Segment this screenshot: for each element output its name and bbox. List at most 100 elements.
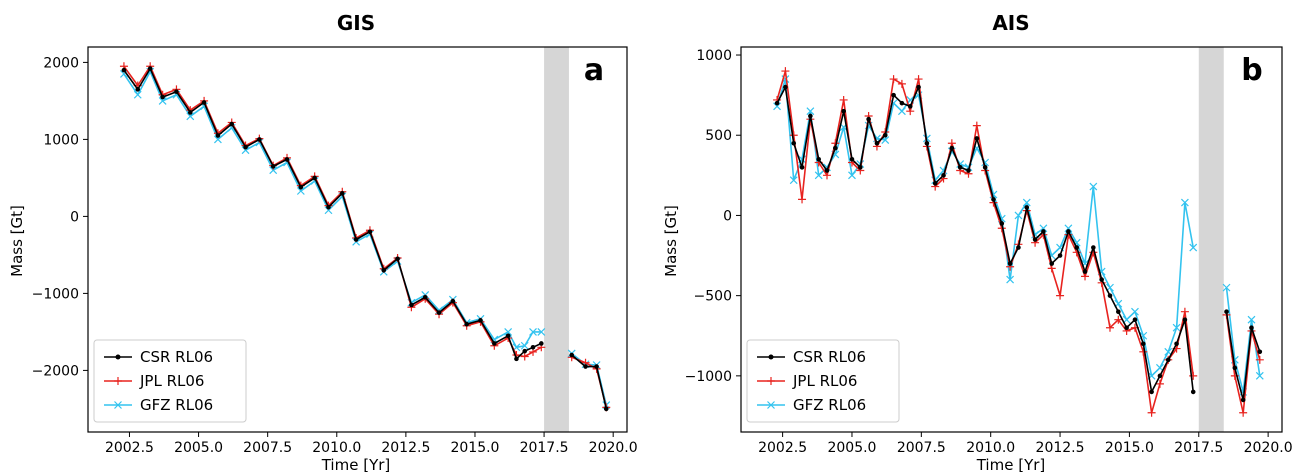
ais-csr-rl06-point [1074, 245, 1079, 250]
ais-csr-rl06-point [1174, 341, 1179, 347]
ais-csr-rl06-point [783, 84, 788, 90]
gis-csr-rl06-point [530, 345, 536, 350]
ais-gfz-rl06-point [1072, 238, 1081, 247]
ais-csr-rl06-point [1057, 253, 1063, 258]
ais-csr-rl06-point [874, 140, 880, 146]
ais-y-tick-label: 0 [723, 208, 732, 224]
ais-x-ticks: 2002.5 2005.0 2007.5 2010.0 2012.5 2015.0 2017… [758, 432, 1293, 456]
ais-chart-panel: AIS 2002.5 2005.0 2007.5 2010.0 2012.5 2015.0… [662, 11, 1293, 474]
ais-jpl-rl06-point [789, 131, 798, 140]
ais-csr-rl06-point [932, 181, 938, 186]
ais-y-ticks: −1000 −500 0 500 1000 [685, 48, 741, 385]
ais-csr-rl06-point [1240, 397, 1246, 403]
ais-csr-rl06-point [1024, 205, 1030, 210]
gis-y-tick-label: 1000 [43, 132, 79, 148]
ais-gfz-rl06-point [1039, 224, 1048, 233]
ais-csr-rl06-point [1124, 325, 1129, 331]
gis-csr-rl06-point [284, 157, 290, 162]
ais-jpl-rl06-point [798, 195, 807, 204]
ais-jpl-rl06-point [914, 75, 923, 84]
gis-csr-rl06-point [569, 352, 575, 358]
ais-csr-rl06-point [991, 197, 996, 202]
gis-x-tick-label: 2012.5 [381, 440, 430, 456]
ais-gfz-rl06-point [1189, 243, 1198, 252]
gis-legend-label-jpl-rl06: JPL RL06 [139, 372, 204, 390]
ais-gfz-rl06-point [1131, 307, 1139, 316]
ais-jpl-rl06-point [1180, 307, 1189, 316]
ais-csr-rl06-point [949, 145, 955, 151]
ais-csr-rl06-point [857, 165, 863, 170]
ais-x-axis-label: Time [Yr] [976, 456, 1046, 474]
gis-y-tick-label: −2000 [32, 363, 79, 379]
gis-legend-marker-csr-rl06 [115, 354, 121, 360]
ais-csr-rl06-point [924, 140, 930, 146]
ais-jpl-rl06-point [1114, 315, 1123, 324]
gis-gfz-rl06-point [537, 327, 546, 336]
gis-plot-frame [87, 46, 628, 433]
gis-csr-rl06-line [123, 67, 542, 360]
ais-y-tick-label: −500 [694, 289, 732, 305]
gis-csr-rl06-point [478, 318, 483, 323]
ais-y-tick-label: −1000 [685, 369, 732, 385]
ais-gfz-rl06-point [1089, 182, 1098, 191]
gis-x-tick-label: 2005.0 [174, 440, 223, 456]
gis-gfz-rl06-point [213, 135, 222, 144]
ais-csr-rl06-point [824, 168, 830, 173]
ais-csr-rl06-point [999, 221, 1005, 226]
ais-csr-rl06-point [1099, 277, 1104, 282]
ais-csr-rl06-point [966, 168, 971, 173]
gis-y-tick-label: −1000 [32, 286, 79, 302]
ais-gfz-rl06-point [1180, 198, 1189, 207]
ais-jpl-rl06-point [1139, 347, 1148, 356]
ais-series-group [773, 67, 1264, 417]
ais-gfz-rl06-point [806, 107, 815, 116]
ais-csr-rl06-point [799, 165, 805, 170]
ais-csr-rl06-point [1116, 309, 1121, 314]
ais-csr-rl06-point [1249, 325, 1254, 331]
ais-csr-rl06-point [941, 173, 946, 178]
ais-jpl-rl06-point [1056, 291, 1065, 300]
gis-gfz-rl06-point [158, 96, 167, 105]
gis-x-tick-label: 2007.5 [243, 440, 292, 456]
ais-x-tick-label: 2010.0 [966, 440, 1015, 456]
gis-y-ticks: −2000 −1000 0 1000 2000 [32, 55, 88, 379]
ais-data-gap-band [1198, 47, 1224, 432]
gis-csr-rl06-point [215, 133, 221, 138]
ais-csr-rl06-point [1182, 317, 1188, 323]
ais-csr-rl06-point [891, 92, 896, 98]
ais-csr-rl06-point [1041, 229, 1046, 234]
gis-csr-rl06-point [187, 110, 193, 115]
ais-csr-rl06-point [957, 165, 963, 170]
ais-csr-rl06-point [1091, 245, 1096, 250]
ais-x-tick-label: 2012.5 [1036, 440, 1085, 456]
gis-csr-rl06-point [312, 175, 317, 181]
ais-legend-label-jpl-rl06: JPL RL06 [792, 372, 857, 390]
ais-gfz-rl06-point [789, 176, 798, 185]
ais-csr-rl06-point [1107, 293, 1113, 298]
ais-jpl-rl06-point [889, 75, 898, 84]
ais-csr-rl06-point [808, 113, 813, 119]
ais-csr-rl06-point [1032, 237, 1038, 242]
gis-csr-rl06-point [409, 302, 414, 308]
ais-gfz-rl06-point [1064, 224, 1073, 233]
ais-csr-rl06-point [791, 140, 797, 146]
ais-legend-box [746, 339, 900, 423]
ais-gfz-rl06-point [848, 171, 856, 180]
gis-csr-rl06-point [603, 406, 609, 412]
ais-legend-marker-jpl-rl06 [767, 377, 775, 385]
gis-legend-label-csr-rl06: CSR RL06 [140, 348, 213, 366]
gis-legend-marker-gfz-rl06 [114, 401, 122, 409]
gis-csr-rl06-point [492, 341, 497, 346]
gis-chart-title: GIS [337, 11, 375, 35]
ais-csr-rl06-point [841, 108, 846, 114]
gis-gfz-rl06-point [269, 166, 278, 175]
gis-jpl-rl06-point [520, 352, 529, 361]
ais-legend-marker-gfz-rl06 [767, 401, 775, 409]
gis-chart-panel: GIS 2002.5 2005.0 2007.5 2010.0 2012.5 2015.0… [8, 11, 638, 474]
ais-y-tick-label: 1000 [696, 48, 732, 64]
gis-csr-rl06-point [583, 364, 588, 369]
ais-csr-rl06-point [1049, 261, 1055, 266]
gis-csr-rl06-point [147, 66, 153, 71]
gis-y-tick-label: 0 [70, 209, 79, 225]
gis-csr-rl06-point [395, 256, 400, 262]
